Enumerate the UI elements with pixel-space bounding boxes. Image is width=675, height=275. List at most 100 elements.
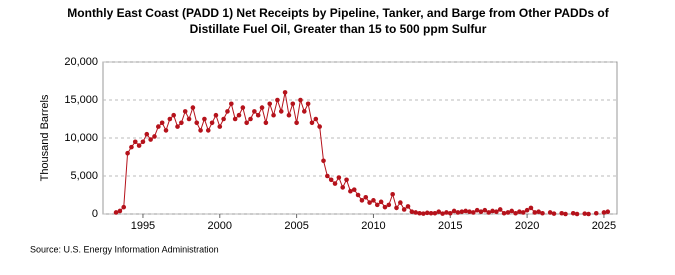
data-point xyxy=(478,209,484,215)
data-point xyxy=(490,208,495,214)
data-point xyxy=(386,202,392,208)
data-point xyxy=(348,188,353,194)
data-point xyxy=(359,198,365,203)
data-point xyxy=(528,205,534,211)
data-point xyxy=(605,209,611,215)
data-point xyxy=(321,158,326,164)
data-point xyxy=(367,200,372,205)
data-point xyxy=(524,207,530,213)
data-point xyxy=(313,116,319,122)
data-point xyxy=(540,210,545,216)
data-point xyxy=(532,210,538,215)
data-point xyxy=(140,139,146,145)
y-tick-label: 0 xyxy=(92,208,98,220)
data-point xyxy=(221,116,226,122)
data-point xyxy=(229,101,234,107)
data-point xyxy=(474,207,480,213)
data-point xyxy=(513,210,518,216)
data-point xyxy=(421,211,426,216)
data-point xyxy=(148,137,153,142)
data-point xyxy=(194,120,200,126)
data-point xyxy=(236,112,242,118)
data-point xyxy=(413,210,419,215)
data-point xyxy=(263,120,269,126)
data-point xyxy=(405,204,411,209)
data-point xyxy=(559,210,564,216)
data-point xyxy=(255,112,261,118)
data-point xyxy=(278,109,284,114)
data-point xyxy=(125,150,130,156)
data-point xyxy=(398,200,403,205)
data-point xyxy=(232,116,238,122)
plot-frame xyxy=(102,61,618,215)
data-point xyxy=(259,105,265,110)
data-point xyxy=(520,210,526,215)
data-point xyxy=(186,116,192,122)
y-tick-label: 20,000 xyxy=(64,56,98,68)
chart-title: Distillate Fuel Oil, Greater than 15 to … xyxy=(190,22,487,36)
data-point xyxy=(455,210,461,215)
data-point xyxy=(451,208,457,214)
data-point xyxy=(198,128,203,133)
data-point xyxy=(551,211,557,216)
data-point xyxy=(355,192,361,198)
data-point xyxy=(570,210,576,216)
y-tick-label: 5,000 xyxy=(70,170,98,182)
data-point xyxy=(459,209,465,215)
data-point xyxy=(505,210,511,215)
data-point xyxy=(217,124,223,129)
data-point xyxy=(509,208,515,214)
x-tick-label: 2020 xyxy=(515,220,539,232)
data-point xyxy=(593,210,599,216)
y-axis-label: Thousand Barrels xyxy=(39,94,51,181)
data-point xyxy=(225,109,230,114)
data-point xyxy=(298,97,303,103)
x-tick-label: 2025 xyxy=(592,220,616,232)
data-point xyxy=(202,116,207,122)
data-point xyxy=(417,210,422,216)
data-point xyxy=(494,209,499,215)
data-point xyxy=(167,116,173,122)
data-point xyxy=(382,204,388,210)
data-point xyxy=(286,112,292,118)
x-tick-label: 2010 xyxy=(361,220,385,232)
data-point xyxy=(121,204,127,210)
data-point xyxy=(444,210,449,215)
data-point xyxy=(371,198,376,203)
data-point xyxy=(401,207,407,212)
data-point xyxy=(163,128,169,133)
data-point xyxy=(325,173,330,179)
data-point xyxy=(267,101,273,107)
data-point xyxy=(175,124,180,129)
data-point xyxy=(501,210,507,216)
data-point xyxy=(190,105,196,110)
x-tick-label: 1995 xyxy=(131,220,155,232)
data-point xyxy=(424,210,430,216)
data-point xyxy=(290,101,296,107)
data-point xyxy=(182,109,188,114)
data-point xyxy=(336,175,342,180)
data-point xyxy=(374,202,380,208)
data-point xyxy=(248,116,253,122)
data-point xyxy=(136,143,142,148)
y-tick-label: 15,000 xyxy=(64,94,98,106)
data-point xyxy=(486,210,491,215)
data-point xyxy=(586,211,591,217)
data-point xyxy=(497,207,503,212)
data-point xyxy=(447,210,453,216)
data-point xyxy=(252,109,257,114)
data-point xyxy=(213,112,219,118)
data-point xyxy=(179,120,184,126)
data-point xyxy=(117,208,123,214)
data-point xyxy=(156,124,161,129)
data-point xyxy=(547,210,553,215)
data-point xyxy=(390,191,395,197)
data-point xyxy=(436,209,442,215)
data-point xyxy=(378,199,384,205)
data-point xyxy=(244,120,249,126)
data-point xyxy=(132,139,138,145)
data-point xyxy=(113,210,119,215)
data-point xyxy=(432,210,438,216)
chart-title: Monthly East Coast (PADD 1) Net Receipts… xyxy=(67,6,609,20)
data-point xyxy=(428,210,434,216)
